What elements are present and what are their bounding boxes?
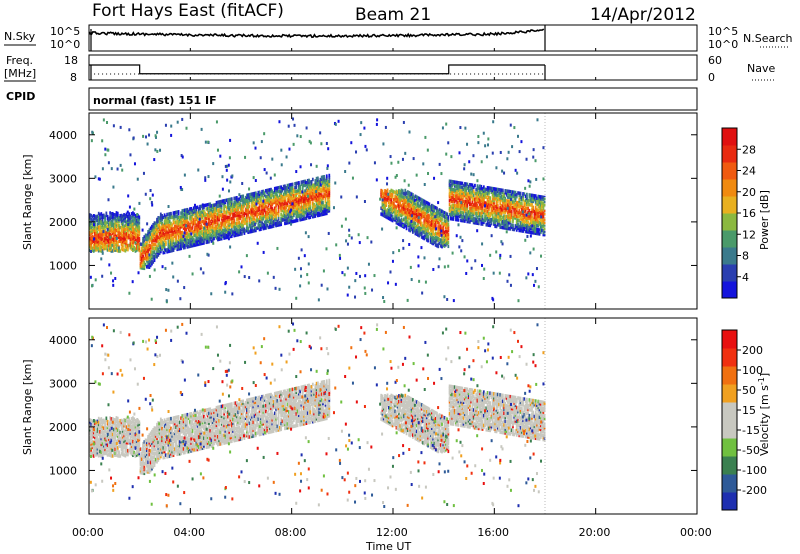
colorbar-tick: -200 (742, 484, 767, 497)
date-title: 14/Apr/2012 (590, 5, 696, 25)
colorbar-tick: 100 (742, 364, 763, 377)
colorbar-tick: 15 (742, 404, 756, 417)
y-tick-label: 1000 (49, 464, 77, 477)
velocity-colorbar-label: Velocity [m s-1] (757, 373, 771, 456)
noise-tick-right-bottom: 10^0 (708, 38, 738, 51)
y-tick-label: 1000 (49, 259, 77, 272)
colorbar-tick: 16 (742, 207, 756, 220)
colorbar-tick: 200 (742, 344, 763, 357)
y-tick-label: 2000 (49, 216, 77, 229)
y-tick-label: 3000 (49, 377, 77, 390)
colorbar-tick: 20 (742, 186, 756, 199)
velocity-ylabel: Slant Range [km] (21, 359, 34, 455)
freq-trace (89, 64, 546, 80)
y-tick-label: 4000 (49, 334, 77, 347)
velocity-colorbar: 200 100 50 15 -15 -50 -100 -200 (721, 329, 767, 511)
colorbar-tick: 4 (742, 271, 749, 284)
x-tick-label: 16:00 (477, 526, 509, 539)
colorbar-tick: 12 (742, 228, 756, 241)
station-title: Fort Hays East (fitACF) (92, 1, 284, 21)
colorbar-tick: 28 (742, 143, 756, 156)
freq-tick-right-bottom: 0 (708, 71, 715, 84)
x-tick-label: 08:00 (275, 526, 307, 539)
power-colorbar: 28 24 20 16 12 8 4 (721, 127, 756, 299)
colorbar-tick: 50 (742, 384, 756, 397)
freq-label: Freq. (6, 54, 33, 67)
colorbar-tick: -15 (742, 424, 760, 437)
colorbar-tick: 24 (742, 165, 756, 178)
freq-tick-right-top: 60 (708, 54, 722, 67)
colorbar-tick: -50 (742, 444, 760, 457)
nsky-label: N.Sky (4, 30, 36, 43)
x-tick-label: 20:00 (579, 526, 611, 539)
noise-trace (88, 25, 546, 51)
cpid-label: CPID (6, 90, 35, 103)
x-tick-label: 00:00 (680, 526, 712, 539)
power-echoes (89, 113, 546, 309)
velocity-echoes (89, 318, 546, 514)
power-colorbar-label: Power [dB] (758, 190, 771, 250)
power-ylabel: Slant Range [km] (21, 154, 34, 250)
nsearch-label: N.Search (743, 32, 793, 45)
y-tick-label: 2000 (49, 421, 77, 434)
freq-tick-left-top: 18 (64, 54, 78, 67)
noise-tick-left-top: 10^5 (50, 25, 80, 38)
colorbar-tick: 8 (742, 250, 749, 263)
noise-tick-right-top: 10^5 (708, 25, 738, 38)
noise-panel (88, 24, 698, 52)
noise-tick-left-bottom: 10^0 (50, 38, 80, 51)
nave-label: Nave (747, 62, 775, 75)
colorbar-tick: -100 (742, 464, 767, 477)
x-tick-label: 12:00 (376, 526, 408, 539)
y-tick-label: 3000 (49, 172, 77, 185)
x-tick-label: 00:00 (72, 526, 104, 539)
mhz-label: [MHz] (4, 67, 36, 80)
x-tick-label: 04:00 (173, 526, 205, 539)
freq-tick-left-bottom: 8 (70, 71, 77, 84)
y-tick-label: 4000 (49, 129, 77, 142)
x-axis-label: Time UT (365, 540, 411, 553)
beam-title: Beam 21 (355, 5, 431, 25)
freq-panel (88, 54, 698, 81)
cpid-text: normal (fast) 151 IF (93, 94, 217, 107)
